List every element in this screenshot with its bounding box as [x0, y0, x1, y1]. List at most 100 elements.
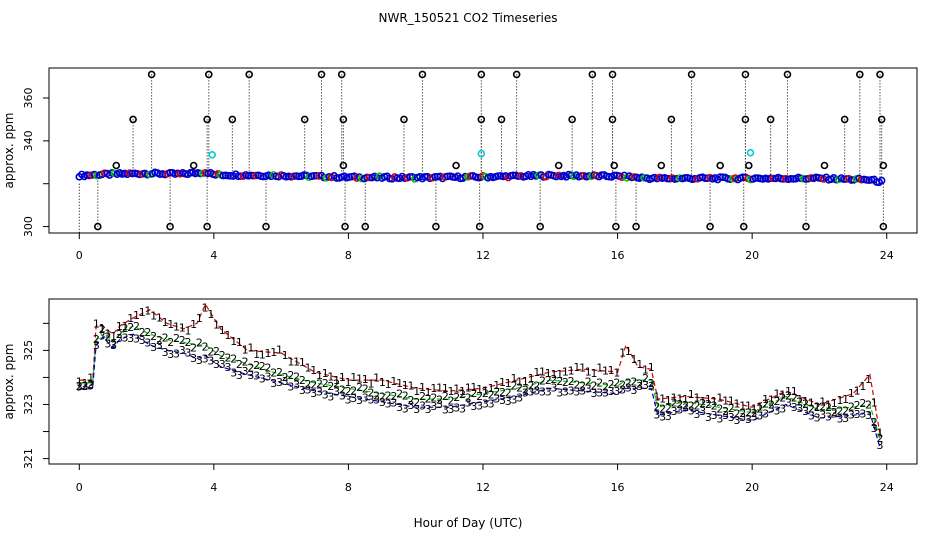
- series-1-marker: 1: [390, 375, 397, 388]
- series-2-marker: 2: [728, 402, 735, 415]
- series-3-marker: 3: [556, 386, 563, 399]
- series-1-marker: 1: [871, 396, 878, 409]
- outlier-point-mid: [766, 115, 775, 124]
- data-point: [310, 171, 318, 180]
- outlier-point-low: [166, 222, 174, 231]
- series-1-marker: 1: [779, 388, 786, 401]
- series-3-marker: 3: [693, 408, 700, 421]
- series-1-marker: 1: [499, 376, 506, 389]
- series-1-marker: 1: [579, 361, 586, 374]
- series-2-marker: 2: [139, 326, 146, 339]
- x-tick-label: 0: [76, 481, 83, 494]
- series-2-marker: 2: [379, 390, 386, 403]
- series-1-marker: 1: [236, 336, 243, 349]
- series-2-marker: 2: [545, 374, 552, 387]
- series-2-marker: 2: [265, 362, 272, 375]
- series-2-marker: 2: [219, 349, 226, 362]
- series-1-marker: 1: [808, 397, 815, 410]
- series-2-marker: 2: [688, 400, 695, 413]
- series-3-marker: 3: [676, 403, 683, 416]
- series-1-marker: 1: [448, 385, 455, 398]
- series-2-marker: 2: [276, 366, 283, 379]
- series-2-marker: 2: [556, 375, 563, 388]
- series-1-marker: 1: [413, 385, 420, 398]
- series-2-marker: 2: [825, 401, 832, 414]
- series-2-marker: 2: [676, 398, 683, 411]
- data-point: [681, 174, 689, 182]
- series-3-marker: 3: [728, 411, 735, 424]
- series-2-marker: 2: [671, 397, 678, 410]
- series-2-marker: 2: [310, 379, 317, 392]
- series-1-marker: 1: [785, 385, 792, 398]
- series-3-marker: 3: [762, 408, 769, 421]
- series-2-marker: 2: [499, 386, 506, 399]
- series-1-marker: 1: [493, 379, 500, 392]
- series-2-marker: 2: [287, 369, 294, 382]
- series-2-marker: 2: [705, 398, 712, 411]
- series-2-marker: 2: [619, 379, 626, 392]
- series-3-marker: 3: [482, 398, 489, 411]
- series-3-marker: 3: [419, 400, 426, 413]
- series-1-marker: 1: [653, 391, 660, 404]
- series-3-marker: 3: [139, 334, 146, 347]
- calibration-point: [208, 150, 216, 159]
- series-1-marker: 1: [596, 362, 603, 375]
- series-3-marker: 3: [333, 386, 340, 399]
- data-point: [312, 171, 321, 180]
- series-2-marker: 2: [413, 396, 420, 409]
- outlier-point-low: [739, 222, 748, 231]
- series-3-marker: 3: [796, 402, 803, 415]
- series-2-marker: 2: [739, 407, 746, 420]
- series-2-marker: 2: [493, 385, 500, 398]
- series-2-marker: 2: [585, 376, 592, 389]
- series-2-marker: 2: [453, 391, 460, 404]
- series-2-marker: 2: [854, 399, 861, 412]
- series-3-marker: 3: [356, 394, 363, 407]
- series-1-marker: 1: [488, 382, 495, 395]
- outlier-point-low: [706, 222, 714, 231]
- series-3-marker: 3: [802, 405, 809, 418]
- series-3-marker: 3: [448, 403, 455, 416]
- series-3-marker: 3: [442, 404, 449, 417]
- outlier-point-minor: [716, 161, 724, 170]
- series-3-marker: 3: [116, 332, 123, 345]
- series-1-marker: 1: [385, 378, 392, 391]
- series-1-marker: 1: [505, 377, 512, 390]
- series-3-marker: 3: [854, 408, 861, 421]
- outlier-point-high: [317, 70, 326, 79]
- series-3-marker: 3: [653, 409, 660, 422]
- series-1-marker: 1: [693, 392, 700, 405]
- series-3-marker: 3: [699, 405, 706, 418]
- series-1-marker: 1: [345, 376, 352, 389]
- series-3-marker: 3: [425, 403, 432, 416]
- series-2-marker: 2: [356, 381, 363, 394]
- chart-title: NWR_150521 CO2 Timeseries: [379, 11, 558, 25]
- series-2-marker: 2: [682, 399, 689, 412]
- outlier-point-mid: [477, 115, 486, 124]
- series-2-marker: 2: [608, 378, 615, 391]
- series-3-marker: 3: [173, 347, 180, 360]
- series-2-marker: 2: [459, 388, 466, 401]
- x-tick-label: 20: [745, 481, 759, 494]
- series-2-marker: 2: [596, 377, 603, 390]
- series-1-marker: 1: [219, 324, 226, 337]
- series-2-marker: 2: [425, 392, 432, 405]
- series-3-marker: 3: [819, 408, 826, 421]
- outlier-point-mid: [568, 115, 576, 124]
- series-3-marker: 3: [510, 394, 517, 407]
- series-1-marker: 1: [133, 309, 140, 322]
- series-1-marker: 1: [408, 380, 415, 393]
- series-2-marker: 2: [196, 336, 203, 349]
- series-1-marker: 1: [814, 401, 821, 414]
- series-3-marker: 3: [636, 380, 643, 393]
- outlier-point-minor: [554, 161, 563, 170]
- series-3-marker: 3: [779, 402, 786, 415]
- series-2-marker: 2: [442, 390, 449, 403]
- series-2-marker: 2: [836, 404, 843, 417]
- data-point: [610, 171, 619, 180]
- series-3-marker: 3: [516, 392, 523, 405]
- series-3-marker: 3: [396, 401, 403, 414]
- series-1-marker: 1: [819, 395, 826, 408]
- series-2-marker: 2: [253, 359, 260, 372]
